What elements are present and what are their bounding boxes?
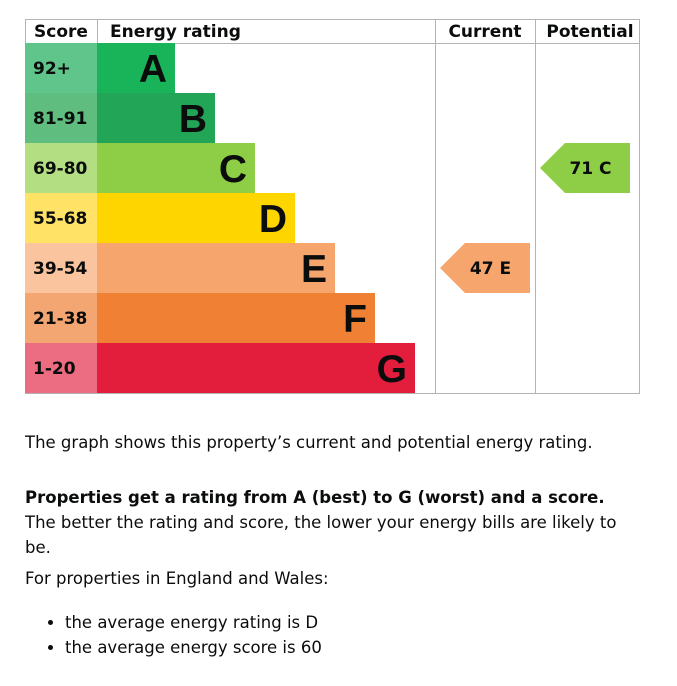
header-energy-rating: Energy rating (110, 22, 241, 42)
rating-arrows: 47 E 71 C (440, 143, 630, 293)
score-range-d: 55-68 (33, 209, 87, 229)
region-text: For properties in England and Wales: (25, 569, 329, 588)
rating-letter-f: F (343, 298, 367, 341)
rating-letter-g: G (377, 348, 407, 391)
rating-letter-b: B (179, 98, 207, 141)
rating-letter-e: E (301, 248, 327, 291)
rating-explanation: Properties get a rating from A (best) to… (25, 485, 640, 560)
score-range-g: 1-20 (33, 359, 76, 379)
header-potential: Potential (546, 22, 633, 42)
score-range-c: 69-80 (33, 159, 88, 179)
intro-text: The graph shows this property’s current … (25, 433, 593, 452)
rating-bar-d (97, 193, 295, 243)
score-cell-f (25, 293, 97, 343)
header-score: Score (34, 22, 88, 42)
current-rating-label: 47 E (470, 259, 511, 279)
potential-rating-label: 71 C (569, 159, 611, 179)
score-cell-d (25, 193, 97, 243)
score-cell-c (25, 143, 97, 193)
rating-bar-a (97, 43, 175, 93)
rating-bar-e (97, 243, 335, 293)
rating-letter-a: A (139, 48, 167, 91)
average-list: the average energy rating is D the avera… (25, 610, 322, 660)
rating-letter-c: C (219, 148, 247, 191)
current-rating-arrow (440, 243, 530, 293)
score-range-e: 39-54 (33, 259, 88, 279)
rating-bands: 92+ A 81-91 B 69-80 C 55-68 D 39-54 E 21-38 F 1-20 G (25, 43, 415, 393)
rating-bar-c (97, 143, 255, 193)
rating-explanation-bold: Properties get a rating from A (best) to… (25, 488, 605, 507)
header-current: Current (448, 22, 521, 42)
score-cell-b (25, 93, 97, 143)
rating-letter-d: D (259, 198, 287, 241)
chart-headers: Score Energy rating Current Potential (34, 22, 634, 42)
potential-rating-arrow (540, 143, 630, 193)
average-score-item: the average energy score is 60 (65, 635, 322, 660)
rating-explanation-rest: The better the rating and score, the low… (25, 513, 617, 557)
average-rating-item: the average energy rating is D (65, 610, 322, 635)
rating-bar-g (97, 343, 415, 393)
score-range-f: 21-38 (33, 309, 87, 329)
score-range-b: 81-91 (33, 109, 87, 129)
score-cell-a (25, 43, 97, 93)
rating-bar-b (97, 93, 215, 143)
score-range-a: 92+ (33, 59, 71, 79)
epc-chart: Score Energy rating Current Potential 92… (25, 19, 640, 394)
rating-bar-f (97, 293, 375, 343)
score-cell-g (25, 343, 97, 393)
score-cell-e (25, 243, 97, 293)
